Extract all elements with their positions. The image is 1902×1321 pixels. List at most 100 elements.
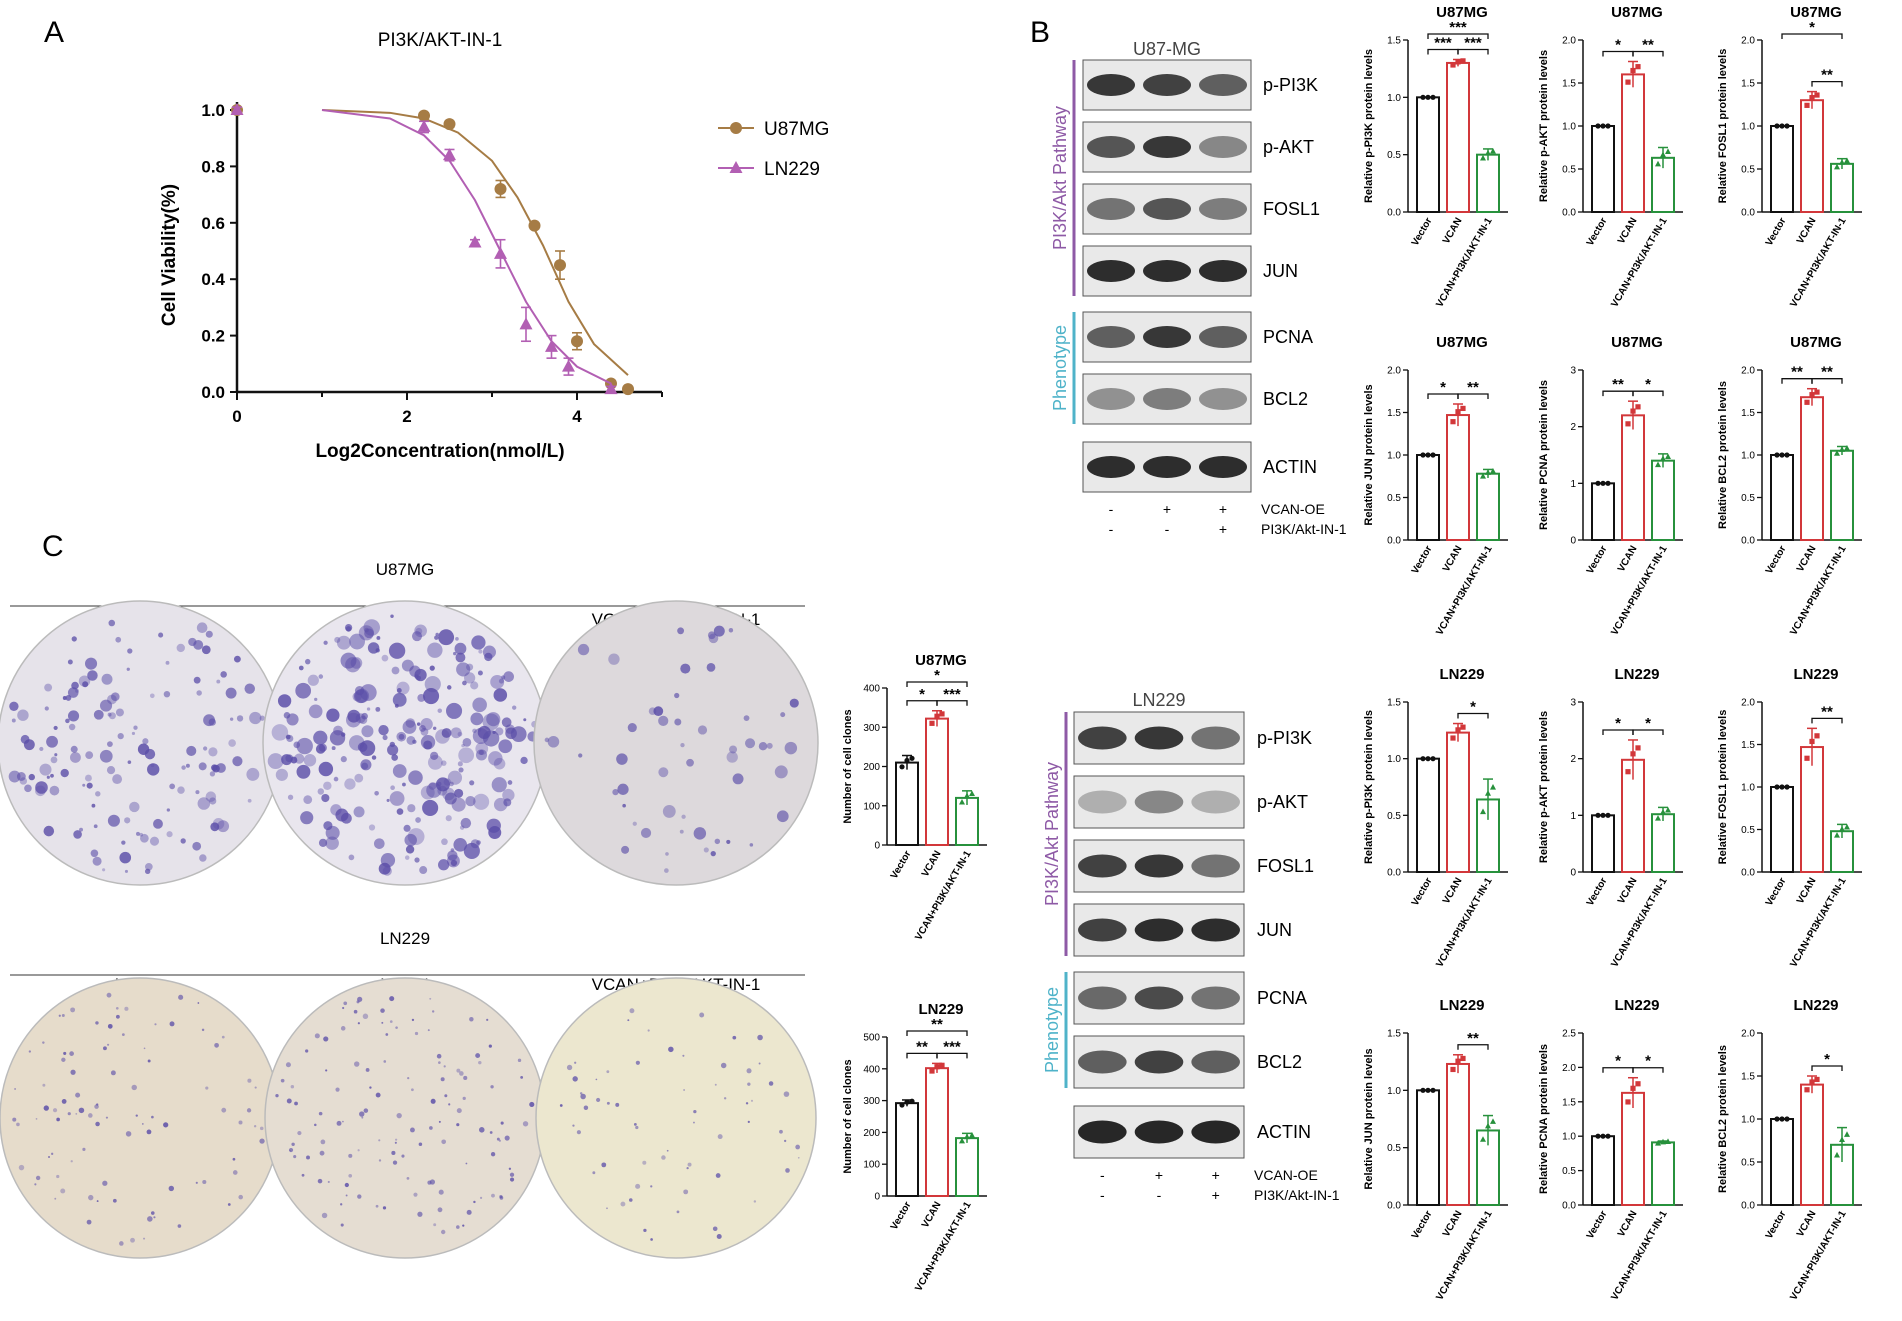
colony bbox=[396, 808, 404, 815]
colony bbox=[437, 708, 443, 713]
data-point-ln229 bbox=[468, 235, 482, 248]
dose-response-x-label: Log2Concentration(nmol/L) bbox=[315, 441, 564, 462]
bar-vcan-pi3k-akt-in-1 bbox=[955, 1137, 979, 1198]
bracket-line bbox=[1632, 1067, 1664, 1073]
colony bbox=[674, 692, 680, 699]
panel-letter-a: A bbox=[44, 16, 64, 49]
colony bbox=[710, 850, 716, 857]
colony bbox=[355, 713, 366, 724]
blot-label-p-pi3k: p-PI3K bbox=[1263, 75, 1318, 95]
bar-vcan bbox=[1446, 1062, 1470, 1206]
colony-dots bbox=[275, 996, 535, 1235]
y-axis-label: Relative FOSL1 protein levels bbox=[1717, 49, 1729, 204]
replicate-point bbox=[1430, 94, 1436, 100]
colony bbox=[707, 631, 716, 640]
blot-band bbox=[1191, 854, 1240, 878]
colony bbox=[153, 1216, 156, 1219]
colony bbox=[354, 773, 364, 783]
colony bbox=[779, 1129, 783, 1134]
colony bbox=[476, 840, 481, 845]
colony bbox=[495, 727, 504, 736]
colony bbox=[107, 712, 112, 717]
y-axis-label: Relative JUN protein levels bbox=[1363, 1048, 1375, 1189]
y-axis-label: Relative PCNA protein levels bbox=[1538, 1044, 1550, 1194]
bar-chart-title: U87MG bbox=[1436, 4, 1488, 21]
colony bbox=[469, 780, 475, 786]
colony bbox=[699, 1012, 705, 1018]
replicate-point bbox=[1625, 79, 1631, 85]
colony bbox=[375, 1092, 381, 1098]
colony bbox=[444, 792, 457, 805]
colony bbox=[73, 830, 82, 839]
colony bbox=[683, 1089, 685, 1091]
colony bbox=[259, 1138, 265, 1144]
y-tick-label: 1.0 bbox=[1387, 1086, 1401, 1097]
colony bbox=[232, 1157, 236, 1161]
colony bbox=[127, 760, 132, 764]
blot-band bbox=[1191, 726, 1240, 750]
y-tick-label: 1.0 bbox=[1741, 1115, 1755, 1126]
y-tick-label: 0.0 bbox=[1741, 1201, 1755, 1212]
bracket-line bbox=[936, 1052, 968, 1059]
data-point-u87mg bbox=[528, 219, 541, 232]
colony bbox=[297, 1131, 302, 1136]
category-label: VCAN bbox=[1616, 544, 1640, 574]
colony bbox=[317, 1178, 323, 1184]
colony bbox=[392, 764, 407, 778]
colony bbox=[43, 825, 55, 837]
colony bbox=[12, 1117, 17, 1122]
blot-band bbox=[1143, 260, 1191, 282]
significance-label: *** bbox=[1464, 34, 1482, 51]
colony bbox=[288, 1147, 294, 1153]
y-tick-label: 0.5 bbox=[1387, 811, 1401, 822]
colony bbox=[406, 735, 416, 745]
colony bbox=[70, 1069, 76, 1075]
colony bbox=[105, 1116, 109, 1119]
bar-chart-title: U87MG bbox=[1790, 4, 1842, 21]
colony bbox=[340, 1026, 346, 1031]
significance-bracket: ** bbox=[1457, 379, 1489, 399]
y-tick-label: 1.5 bbox=[1387, 1029, 1401, 1040]
y-tick-label: 0 bbox=[1570, 536, 1576, 547]
colony bbox=[627, 1019, 630, 1022]
replicate-point bbox=[1655, 461, 1661, 468]
colony bbox=[492, 730, 496, 735]
colony bbox=[405, 845, 415, 854]
blot-band bbox=[1199, 260, 1247, 282]
colony bbox=[768, 1081, 774, 1086]
significance-label: ** bbox=[1467, 379, 1479, 396]
colony bbox=[680, 663, 691, 674]
colony bbox=[303, 754, 317, 767]
colony bbox=[154, 1023, 157, 1026]
colony bbox=[110, 692, 120, 702]
colony bbox=[414, 1031, 419, 1036]
category-label: Vector bbox=[1410, 216, 1435, 248]
colony bbox=[396, 681, 410, 695]
colony bbox=[380, 1008, 385, 1013]
treatment-sign: + bbox=[1163, 501, 1171, 517]
colony bbox=[67, 687, 79, 698]
category-label: VCAN bbox=[1795, 216, 1819, 246]
category-label: VCAN bbox=[1795, 544, 1819, 574]
replicate-point bbox=[1784, 1116, 1790, 1122]
dose-response-series bbox=[230, 103, 634, 396]
fit-curve-u87mg bbox=[321, 109, 629, 376]
colony bbox=[383, 1060, 387, 1063]
colony bbox=[246, 767, 260, 781]
blot-band bbox=[1191, 1120, 1240, 1144]
replicate-point bbox=[1809, 738, 1815, 745]
colony bbox=[389, 996, 395, 1002]
replicate-point bbox=[899, 1102, 905, 1108]
bar-chart-title: U87MG bbox=[1611, 4, 1663, 21]
colony bbox=[87, 670, 98, 681]
y-tick-label: 200 bbox=[863, 762, 880, 773]
y-tick-label: 2 bbox=[1570, 422, 1576, 433]
bar-vector bbox=[895, 1102, 919, 1198]
significance-label: * bbox=[1615, 1053, 1621, 1070]
blot-label-actin: ACTIN bbox=[1263, 457, 1317, 477]
colony bbox=[336, 635, 351, 650]
colony bbox=[79, 827, 84, 832]
colony bbox=[198, 762, 207, 771]
blot-band bbox=[1078, 918, 1127, 942]
colony bbox=[153, 818, 163, 829]
